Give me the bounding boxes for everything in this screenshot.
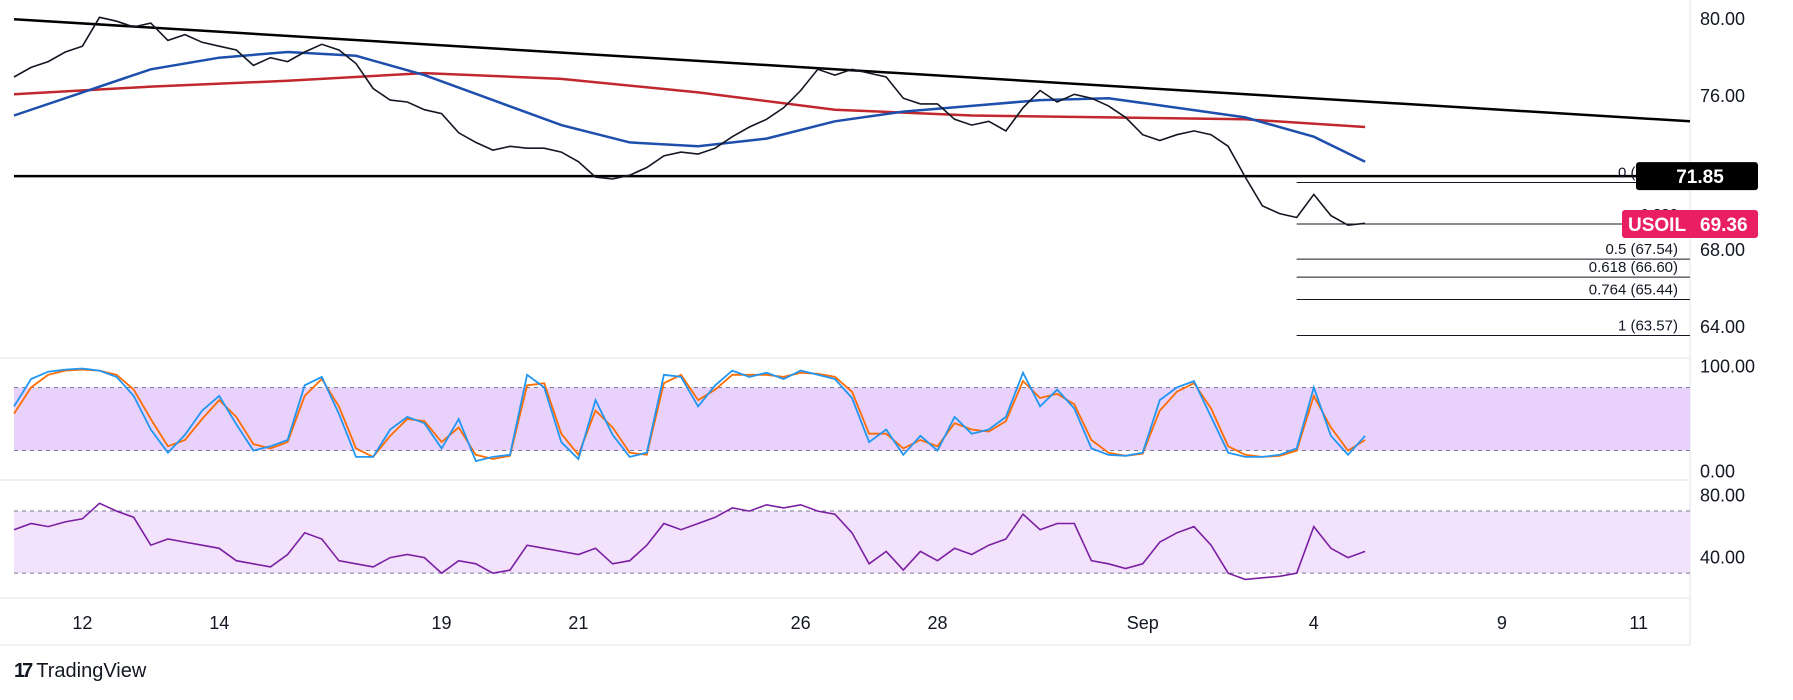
time-tick-label: 21 [568,613,588,633]
time-tick-label: 12 [72,613,92,633]
time-tick-label: 9 [1497,613,1507,633]
symbol-label: USOIL [1628,215,1686,236]
fib-level-label: 0.618 (66.60) [1589,259,1678,276]
stoch-tick-label: 0.00 [1700,462,1735,482]
rsi-line [13,502,1366,581]
level-price-label: 71.85 [1676,167,1724,188]
fib-level-label: 0.764 (65.44) [1589,281,1678,298]
price-tick-label: 76.00 [1700,86,1745,106]
descending-trendline[interactable] [13,17,1691,123]
price-axis: 80.00 76.00 68.00 64.00 [1700,9,1745,337]
tradingview-logo[interactable]: 17 TradingView [14,660,146,683]
time-tick-label: 11 [1629,613,1648,633]
time-tick-label: 14 [209,613,229,633]
rsi-tick-label: 40.00 [1700,548,1745,568]
stoch-k-line [13,367,1366,463]
fib-level-label: 0.5 (67.54) [1605,241,1678,258]
tradingview-wordmark: TradingView [36,660,147,682]
price-tick-label: 80.00 [1700,9,1745,29]
time-tick-label: 26 [791,613,811,633]
moving-average-red [13,71,1366,129]
price-tick-label: 64.00 [1700,317,1745,337]
moving-average-blue [13,50,1366,163]
time-tick-label: 19 [432,613,452,633]
fib-level-label: 1 (63.57) [1618,317,1678,334]
rsi-tick-label: 80.00 [1700,486,1745,506]
last-price-tag: USOIL 69.36 [1622,210,1758,239]
fibonacci-retracement[interactable]: 0 (71.52)0.3820.5 (67.54)0.618 (66.60)0.… [1296,164,1690,336]
panel-frame [0,0,1691,646]
tradingview-logo-icon: 17 [14,660,33,682]
stoch-axis: 100.00 0.00 [1700,356,1755,481]
time-tick-label: 4 [1309,613,1319,633]
rsi-axis: 80.00 40.00 [1700,486,1745,568]
last-price-label: 69.36 [1700,215,1748,236]
price-series [13,16,1366,227]
time-axis: 12 14 19 21 26 28 Sep 4 9 11 [72,613,1648,633]
time-tick-label: Sep [1127,613,1159,633]
time-tick-label: 28 [927,613,947,633]
stoch-tick-label: 100.00 [1700,356,1755,376]
rsi-band [14,511,1690,574]
level-price-tag: 71.85 [1636,162,1758,191]
price-tick-label: 68.00 [1700,240,1745,260]
